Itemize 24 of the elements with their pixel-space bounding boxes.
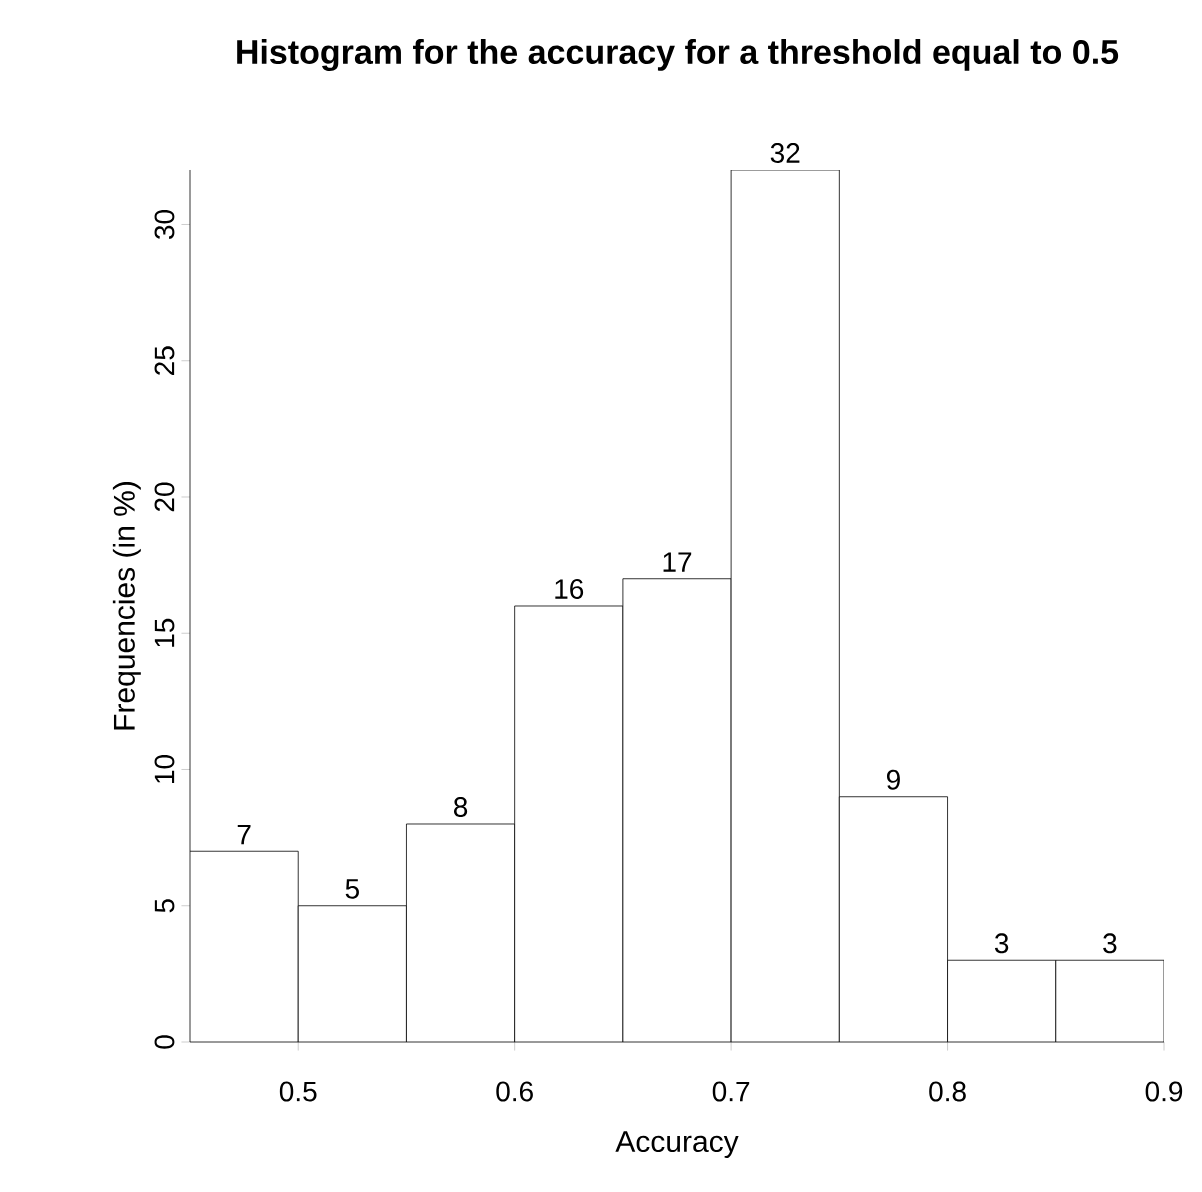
- y-tick-label: 25: [154, 346, 175, 375]
- data-label: 7: [237, 824, 251, 845]
- data-label: 32: [770, 143, 800, 163]
- chart-title: Histogram for the accuracy for a threshold equal to 0.5: [237, 39, 1119, 71]
- data-label: 9: [886, 769, 900, 790]
- y-tick-label: 30: [154, 210, 175, 239]
- data-label: 16: [555, 579, 584, 599]
- x-tick-label: 0.6: [496, 1081, 533, 1102]
- x-axis-title: Accuracy: [615, 1131, 739, 1159]
- y-tick-label: 0: [154, 1035, 175, 1049]
- x-tick-label: 0.8: [929, 1081, 966, 1102]
- y-tick-label: 5: [154, 899, 175, 913]
- data-label: 3: [1103, 933, 1117, 954]
- y-tick-label: 20: [154, 482, 175, 512]
- y-tick-label: 15: [154, 618, 175, 647]
- y-tick-label: 10: [154, 755, 175, 783]
- data-label: 8: [454, 797, 468, 817]
- data-label: 3: [994, 933, 1009, 954]
- data-label: 5: [345, 879, 359, 899]
- x-tick-label: 0.7: [712, 1081, 750, 1102]
- y-axis-title: Frequencies (in %): [112, 482, 141, 730]
- data-label: 17: [663, 552, 692, 572]
- x-tick-label: 0.5: [279, 1081, 317, 1102]
- x-tick-label: 0.9: [1145, 1081, 1183, 1102]
